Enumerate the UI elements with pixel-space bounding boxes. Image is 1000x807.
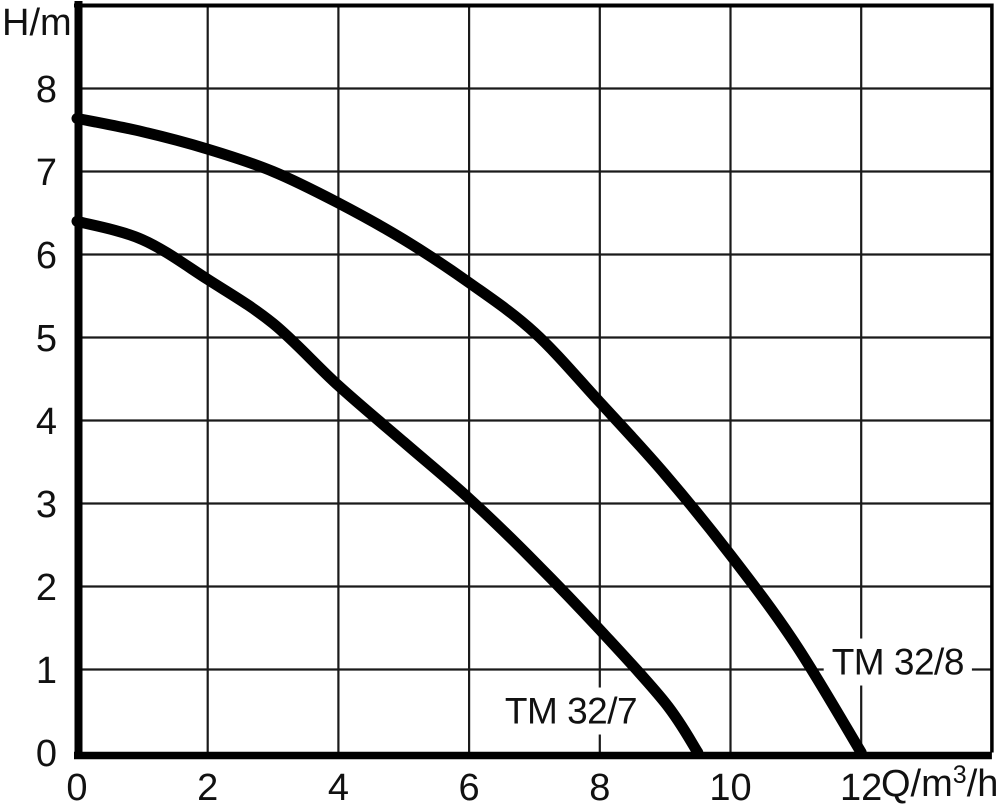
x-tick-label: 4 [328,767,349,807]
series-label-mask [823,638,972,686]
series-label: TM 32/8 [832,642,964,683]
x-tick-label: 12 [840,767,882,807]
y-tick-label: 0 [36,733,57,775]
x-tick-label: 0 [66,767,87,807]
y-tick-label: 7 [36,152,57,194]
x-tick-label: 2 [197,767,218,807]
y-axis-title: H/m [2,2,72,44]
x-tick-label: 6 [459,767,480,807]
y-tick-label: 4 [36,401,57,443]
x-axis-title: Q/m3/h [881,763,999,805]
y-tick-label: 8 [36,69,57,111]
x-axis-title-superscript: 3 [952,761,967,789]
y-tick-label: 2 [36,567,57,609]
y-tick-label: 1 [36,650,57,692]
x-tick-label: 8 [589,767,610,807]
series-label-mask [496,687,646,735]
x-tick-label: 10 [709,767,751,807]
x-axis-title-base: Q/m [881,763,953,805]
x-axis-title-rest: /h [966,763,999,805]
curve-tm-32-8 [71,112,867,758]
y-tick-label: 5 [36,318,57,360]
curve-tm-32-7 [71,215,704,758]
y-tick-label: 3 [36,484,57,526]
y-tick-label: 6 [36,235,57,277]
series-label: TM 32/7 [505,691,637,732]
